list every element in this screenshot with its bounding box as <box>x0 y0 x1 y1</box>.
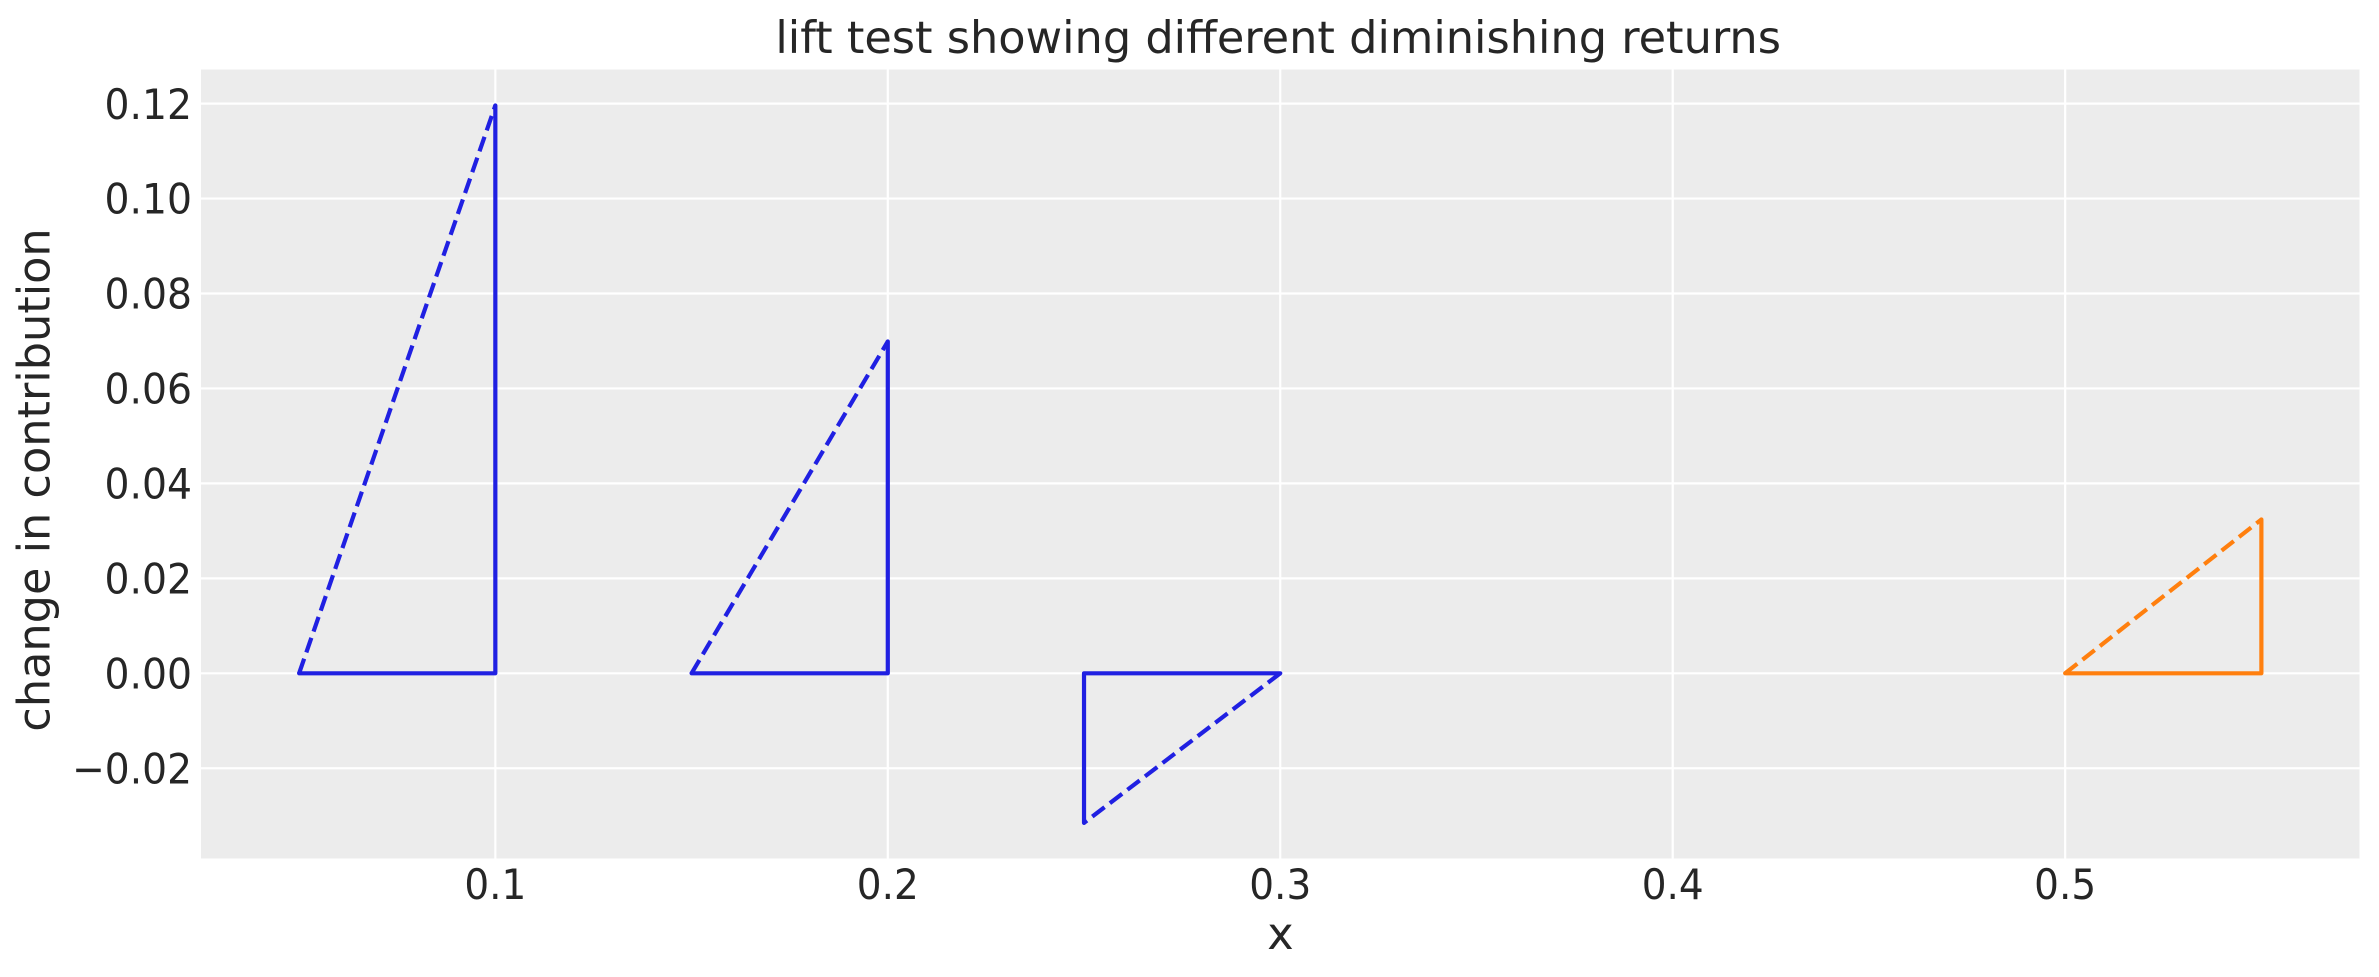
x-tick-label: 0.1 <box>464 860 526 909</box>
lift-test-2-solid <box>689 339 890 676</box>
y-tick-label: 0.08 <box>105 270 193 319</box>
y-tick-label: 0.06 <box>105 365 193 414</box>
x-tick-label: 0.4 <box>1642 860 1704 909</box>
x-tick-labels: 0.1 0.2 0.3 0.4 0.5 <box>464 860 2096 909</box>
y-tick-label: 0.00 <box>105 649 193 698</box>
series-lines <box>297 103 2264 825</box>
y-tick-labels: −0.02 0.00 0.02 0.04 0.06 0.08 0.10 0.12 <box>72 80 192 794</box>
lift-test-2-dashed <box>689 340 890 675</box>
x-tick-label: 0.2 <box>857 860 919 909</box>
lift-test-1-solid <box>297 103 498 676</box>
chart-title: lift test showing different diminishing … <box>775 12 1781 64</box>
y-axis-label: change in contribution <box>9 228 61 731</box>
y-tick-label: 0.12 <box>105 80 193 129</box>
y-tick-label: 0.04 <box>105 460 193 509</box>
y-tick-label: −0.02 <box>72 744 192 793</box>
x-axis-label: x <box>1267 908 1293 960</box>
lift-test-3-dashed <box>1082 671 1282 825</box>
lift-test-3-solid <box>1081 671 1283 825</box>
lift-test-4-solid <box>2063 517 2264 676</box>
y-tick-label: 0.10 <box>105 175 193 224</box>
lift-test-4-dashed <box>2063 517 2263 675</box>
x-tick-label: 0.5 <box>2034 860 2096 909</box>
x-tick-label: 0.3 <box>1249 860 1311 909</box>
y-tick-label: 0.02 <box>105 555 193 604</box>
lift-test-1-dashed <box>297 104 498 674</box>
